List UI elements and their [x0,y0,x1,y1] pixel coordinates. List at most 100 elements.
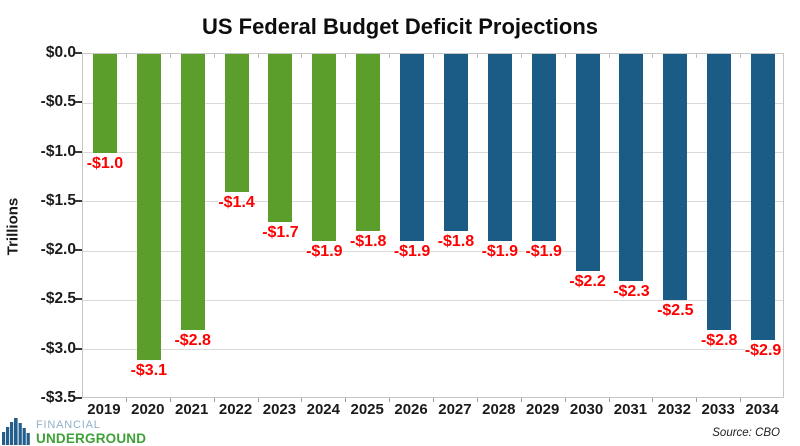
bar-2034 [751,54,776,340]
chart-title: US Federal Budget Deficit Projections [201,14,599,39]
logo-underground-label: UNDERGROUND [36,430,147,446]
gridline--$2.5 [83,299,783,301]
bar-2021 [180,54,205,330]
bar-label-2020: -$3.1 [130,361,168,379]
ytick-mark--$1.5 [75,199,82,202]
category-tick-bottom-5 [301,398,303,402]
logo-text: FINANCIAL UNDERGROUND [36,418,147,446]
xtick-label-2023: 2023 [262,401,297,418]
source-note: Source: CBO [712,427,780,439]
xtick-label-2030: 2030 [569,401,604,418]
bar-2027 [443,54,468,232]
bar-label-2025: -$1.8 [349,233,387,251]
ytick-mark--$1.0 [75,150,82,153]
category-tick-bottom-8 [433,398,434,402]
bar-label-2030: -$2.2 [569,272,606,290]
gridline--$1.5 [83,201,783,203]
category-tick-bottom-12 [608,398,610,402]
ytick-mark--$2.5 [75,298,82,301]
category-tick-top-6 [345,53,347,58]
xtick-label-2019: 2019 [87,401,121,418]
xtick-label-2020: 2020 [131,401,165,418]
category-tick-bottom-6 [345,398,347,402]
bar-2033 [707,54,732,330]
bar-2025 [356,54,381,232]
bar-label-2033: -$2.8 [700,332,738,349]
category-tick-bottom-14 [696,398,698,402]
category-tick-top-9 [476,53,478,58]
category-tick-top-1 [125,53,127,58]
xtick-label-2021: 2021 [175,401,209,418]
bar-label-2029: -$1.9 [525,243,562,261]
category-tick-bottom-3 [213,398,215,402]
bar-label-2022: -$1.4 [218,194,255,211]
ytick-label--$3.5: -$3.5 [40,389,76,406]
xtick-label-2024: 2024 [306,401,340,418]
category-tick-top-7 [389,53,391,58]
xtick-label-2028: 2028 [482,401,516,418]
bar-label-2023: -$1.7 [262,223,299,241]
ytick-label--$2.5: -$2.5 [40,290,76,308]
category-tick-top-4 [257,53,259,58]
bar-2022 [224,54,249,192]
xtick-label-2029: 2029 [526,401,560,418]
category-tick-bottom-10 [520,398,522,402]
category-tick-top-15 [740,53,742,58]
xtick-label-2022: 2022 [218,401,253,418]
category-tick-bottom-11 [564,398,566,402]
category-tick-bottom-7 [389,398,391,402]
ytick-mark--$3.5 [75,397,82,399]
ytick-mark--$3.0 [75,347,82,350]
bar-2031 [619,54,644,281]
xtick-label-2032: 2032 [657,401,691,418]
category-tick-top-3 [213,53,215,58]
ytick-label--$3.0: -$3.0 [40,339,76,357]
xtick-label-2034: 2034 [745,401,779,418]
category-tick-top-5 [301,53,303,58]
ytick-mark-$0.0 [75,52,82,54]
bar-label-2026: -$1.9 [393,243,431,261]
bar-label-2034: -$2.9 [744,341,782,359]
category-tick-top-13 [652,53,654,58]
bar-2029 [531,54,556,242]
bar-2023 [268,54,293,222]
xtick-label-2025: 2025 [350,401,384,418]
plot-area: -$1.0 -$3.1 -$2.8 -$1.4 -$1.7 -$1.9 -$1.8 -$1.9… [82,53,784,398]
category-tick-top-14 [696,53,698,58]
gridline--$2.0 [83,250,783,252]
financial-underground-logo: FINANCIAL UNDERGROUND [2,418,146,445]
bar-label-2027: -$1.8 [437,233,475,251]
ytick-label--$0.5: -$0.5 [40,93,76,111]
category-tick-top-11 [564,53,566,58]
ytick-label--$1.5: -$1.5 [40,191,76,209]
bar-label-2032: -$2.5 [657,302,694,320]
category-tick-bottom-4 [257,398,259,402]
bar-label-2019: -$1.0 [86,154,124,172]
bar-label-2031: -$2.3 [613,282,650,300]
bar-label-2024: -$1.9 [306,243,343,261]
bar-2026 [400,54,425,242]
bar-2020 [136,54,161,360]
ytick-mark--$2.0 [75,249,82,252]
ytick-label-$0.0: $0.0 [45,44,76,61]
bar-label-2028: -$1.9 [481,243,519,261]
ytick-label--$2.0: -$2.0 [40,241,76,259]
skyline-bars-icon [2,418,30,445]
gridline--$3.0 [83,349,783,351]
bar-2024 [312,54,337,242]
xtick-label-2026: 2026 [394,401,428,418]
xtick-label-2033: 2033 [701,401,735,418]
category-tick-top-2 [169,53,171,58]
gridline--$0.5 [83,102,783,104]
category-tick-bottom-15 [740,398,742,402]
logo-financial-label: FINANCIAL [36,418,101,431]
category-tick-bottom-13 [652,398,654,402]
xtick-label-2027: 2027 [438,401,472,418]
category-tick-top-10 [520,53,522,58]
bar-2028 [487,54,512,242]
category-tick-bottom-1 [125,398,127,402]
ytick-mark--$0.5 [75,101,82,104]
xtick-label-2031: 2031 [613,401,648,418]
bar-2032 [663,54,688,301]
